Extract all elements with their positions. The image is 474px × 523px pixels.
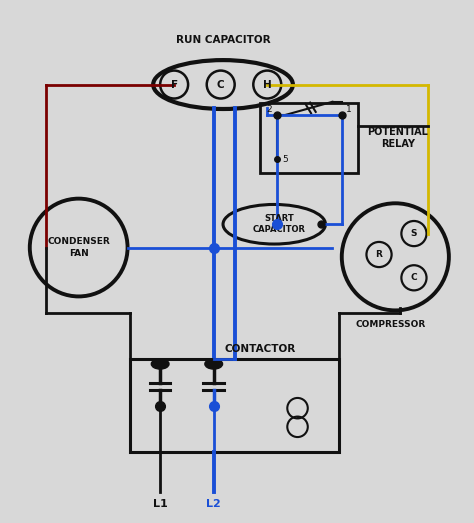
Text: START
CAPACITOR: START CAPACITOR (253, 214, 305, 234)
Text: 2: 2 (267, 105, 273, 113)
Text: CONDENSER
FAN: CONDENSER FAN (47, 237, 110, 258)
Text: 5: 5 (282, 155, 288, 164)
Text: L2: L2 (206, 498, 221, 509)
Text: F: F (171, 79, 178, 89)
Text: C: C (410, 274, 417, 282)
Text: RUN CAPACITOR: RUN CAPACITOR (176, 35, 270, 45)
Ellipse shape (205, 359, 223, 369)
Text: L1: L1 (153, 498, 167, 509)
Text: 1: 1 (346, 105, 352, 113)
Text: COMPRESSOR: COMPRESSOR (356, 320, 426, 329)
Text: C: C (217, 79, 225, 89)
Ellipse shape (151, 359, 169, 369)
Text: S: S (410, 229, 417, 238)
Text: POTENTIAL
RELAY: POTENTIAL RELAY (367, 127, 428, 149)
Text: R: R (375, 250, 383, 259)
Text: CONTACTOR: CONTACTOR (224, 344, 295, 354)
Bar (260, 103, 358, 173)
Bar (130, 359, 339, 452)
Text: H: H (263, 79, 272, 89)
